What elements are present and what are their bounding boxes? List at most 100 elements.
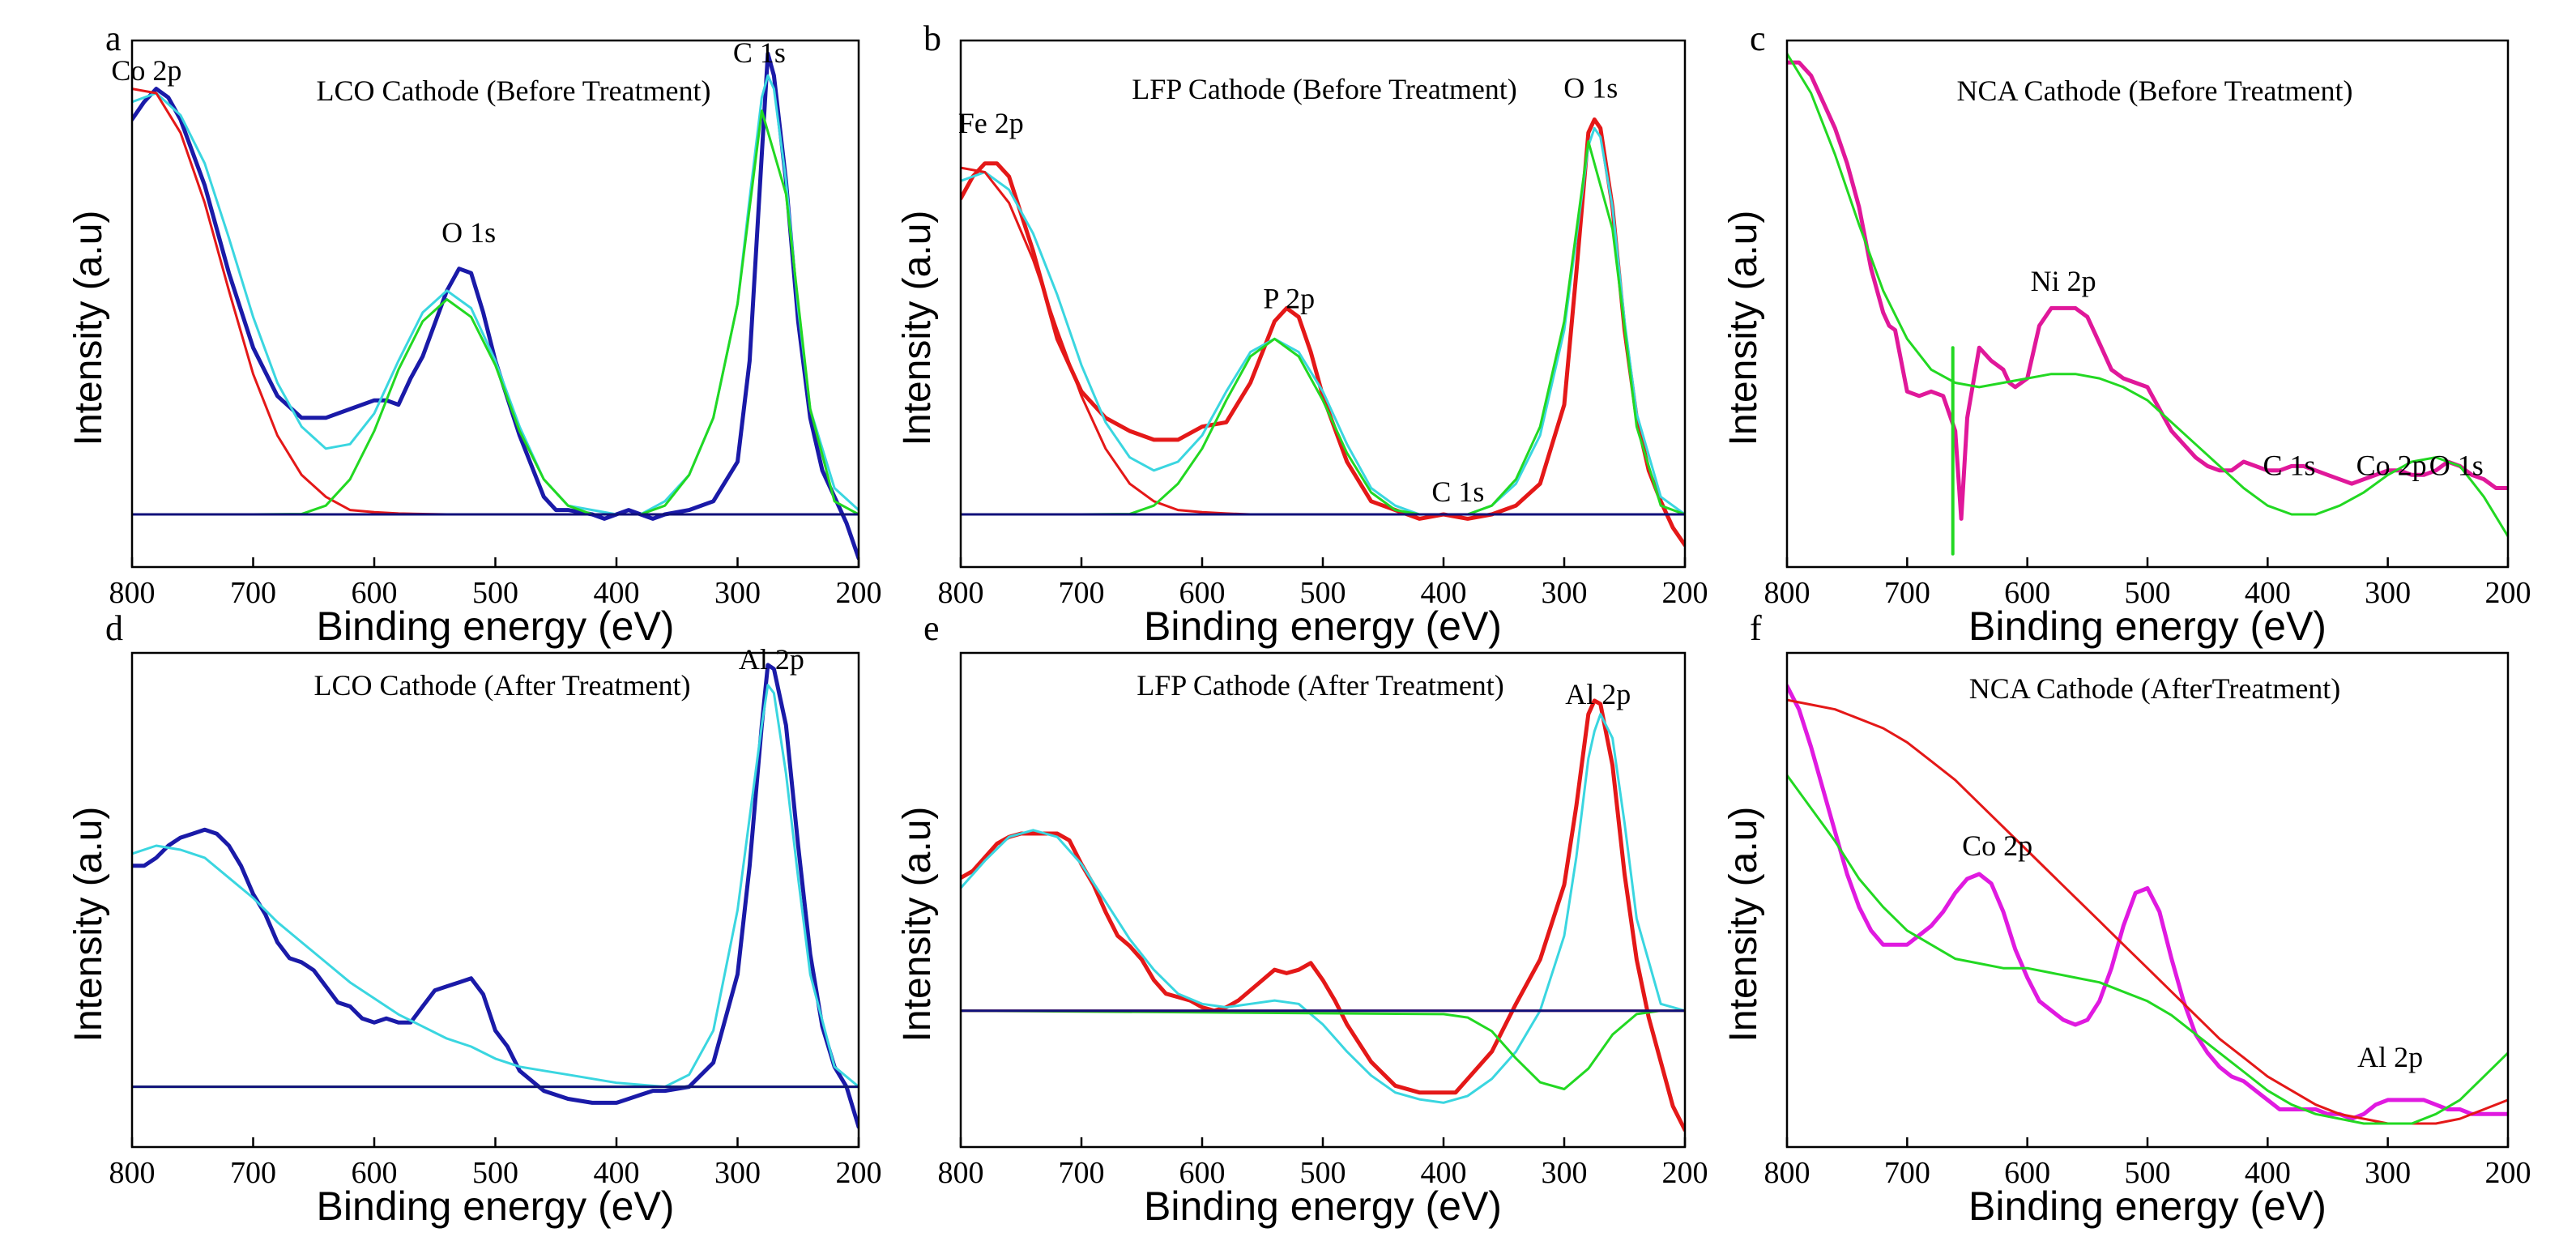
x-tick-label: 700 <box>230 1156 276 1190</box>
y-axis-label: Intensity (a.u) <box>1722 211 1765 446</box>
panel-letter: c <box>1750 19 1766 58</box>
series-group <box>1787 684 2508 1125</box>
series-group <box>961 117 1685 548</box>
x-tick-label: 500 <box>2125 1156 2171 1190</box>
x-tick-label: 600 <box>1179 1156 1226 1190</box>
x-tick-label: 500 <box>1300 576 1346 610</box>
peak-label: O 1s <box>441 216 496 249</box>
series-line-1 <box>961 698 1685 1132</box>
x-tick-label: 800 <box>938 576 984 610</box>
x-axis-label: Binding energy (eV) <box>1144 603 1502 649</box>
x-tick-label: 800 <box>109 1156 156 1190</box>
panel-title: NCA Cathode (AfterTreatment) <box>1969 672 2341 705</box>
y-axis-label: Intensity (a.u) <box>896 211 939 446</box>
x-tick-label: 200 <box>2485 576 2531 610</box>
peak-label: Al 2p <box>739 643 804 676</box>
x-tick-label: 700 <box>1059 1156 1105 1190</box>
x-tick-label: 700 <box>1884 576 1930 610</box>
peak-label: Co 2p <box>2356 449 2427 481</box>
x-tick-label: 700 <box>1059 576 1105 610</box>
peak-label: Al 2p <box>2357 1041 2423 1073</box>
peak-label: Ni 2p <box>2031 265 2096 297</box>
y-axis-label: Intensity (a.u) <box>1722 807 1765 1043</box>
x-tick-label: 200 <box>836 1156 882 1190</box>
peak-label: C 1s <box>733 36 786 69</box>
x-tick-label: 700 <box>230 576 276 610</box>
series-line-2 <box>961 713 1685 1104</box>
x-tick-label: 800 <box>1764 576 1810 610</box>
series-group <box>1787 52 2508 556</box>
series-line-2 <box>1787 52 2508 538</box>
x-tick-label: 500 <box>2125 576 2171 610</box>
x-axis-label: Binding energy (eV) <box>1144 1183 1502 1229</box>
x-tick-label: 400 <box>594 576 640 610</box>
panel-letter: b <box>923 19 941 58</box>
x-tick-label: 800 <box>1764 1156 1810 1190</box>
series-group <box>132 663 859 1129</box>
peak-label: C 1s <box>2263 449 2316 481</box>
peak-label: C 1s <box>1431 476 1484 508</box>
series-line-1 <box>1787 684 2508 1121</box>
panel-letter: a <box>105 19 122 58</box>
x-tick-label: 600 <box>352 576 398 610</box>
x-tick-label: 300 <box>714 576 761 610</box>
panel-a: 800 700 600 500 400 300 200 Binding energy (eV)… <box>67 19 882 649</box>
x-tick-label: 300 <box>1542 1156 1588 1190</box>
y-axis-label: Intensity (a.u) <box>67 211 110 446</box>
series-group <box>961 698 1685 1132</box>
peak-label: Fe 2p <box>958 107 1024 139</box>
panel-letter: e <box>923 608 940 648</box>
x-tick-label: 500 <box>472 576 518 610</box>
peak-label: Co 2p <box>111 54 181 87</box>
peak-label: Co 2p <box>1962 829 2032 862</box>
x-tick-label: 400 <box>1421 576 1467 610</box>
peak-label: O 1s <box>1563 71 1618 104</box>
panel-title: LFP Cathode (After Treatment) <box>1137 669 1504 702</box>
plot-frame <box>130 651 860 1149</box>
x-tick-label: 300 <box>714 1156 761 1190</box>
panel-e: 800 700 600 500 400 300 200 Binding energy (eV)… <box>896 608 1708 1229</box>
x-tick-label: 500 <box>472 1156 518 1190</box>
x-tick-label: 400 <box>2245 1156 2291 1190</box>
plot-frame <box>130 39 860 569</box>
series-group <box>132 51 859 561</box>
x-tick-label: 400 <box>2245 576 2291 610</box>
x-tick-label: 800 <box>938 1156 984 1190</box>
x-tick-label: 200 <box>2485 1156 2531 1190</box>
series-line-4 <box>961 140 1685 516</box>
series-line-2 <box>132 74 859 516</box>
series-line-4 <box>132 109 859 516</box>
x-axis-label: Binding energy (eV) <box>1968 603 2327 649</box>
peak-label: P 2p <box>1263 282 1315 314</box>
x-tick-label: 700 <box>1884 1156 1930 1190</box>
panel-title: LFP Cathode (Before Treatment) <box>1132 73 1517 105</box>
panel-b: 800 700 600 500 400 300 200 Binding energy (eV)… <box>896 19 1708 649</box>
x-tick-label: 600 <box>352 1156 398 1190</box>
series-line-3 <box>1787 774 2508 1125</box>
x-tick-label: 300 <box>2365 576 2411 610</box>
panel-title: LCO Cathode (Before Treatment) <box>317 75 711 107</box>
panel-letter: d <box>105 608 123 648</box>
series-line-3 <box>132 87 859 516</box>
x-axis-label: Binding energy (eV) <box>1968 1183 2327 1229</box>
x-tick-label: 200 <box>1662 576 1708 610</box>
x-axis-label: Binding energy (eV) <box>317 1183 675 1229</box>
panel-f: 800 700 600 500 400 300 200 Binding energy (eV)… <box>1722 608 2531 1229</box>
panel-title: LCO Cathode (After Treatment) <box>314 669 691 702</box>
x-tick-label: 600 <box>1179 576 1226 610</box>
series-line-2 <box>132 684 859 1089</box>
series-line-1 <box>132 51 859 561</box>
x-tick-label: 200 <box>836 576 882 610</box>
plot-frame <box>959 651 1687 1149</box>
series-line-3 <box>961 1009 1685 1090</box>
panel-title: NCA Cathode (Before Treatment) <box>1957 75 2353 107</box>
panel-d: 800 700 600 500 400 300 200 Binding energy (eV)… <box>67 608 882 1229</box>
x-tick-label: 400 <box>594 1156 640 1190</box>
peak-label: O 1s <box>2429 449 2484 481</box>
x-tick-label: 600 <box>2004 1156 2050 1190</box>
panel-letter: f <box>1750 608 1762 648</box>
x-tick-label: 500 <box>1300 1156 1346 1190</box>
plot-frame <box>1785 39 2510 569</box>
x-axis-label: Binding energy (eV) <box>317 603 675 649</box>
